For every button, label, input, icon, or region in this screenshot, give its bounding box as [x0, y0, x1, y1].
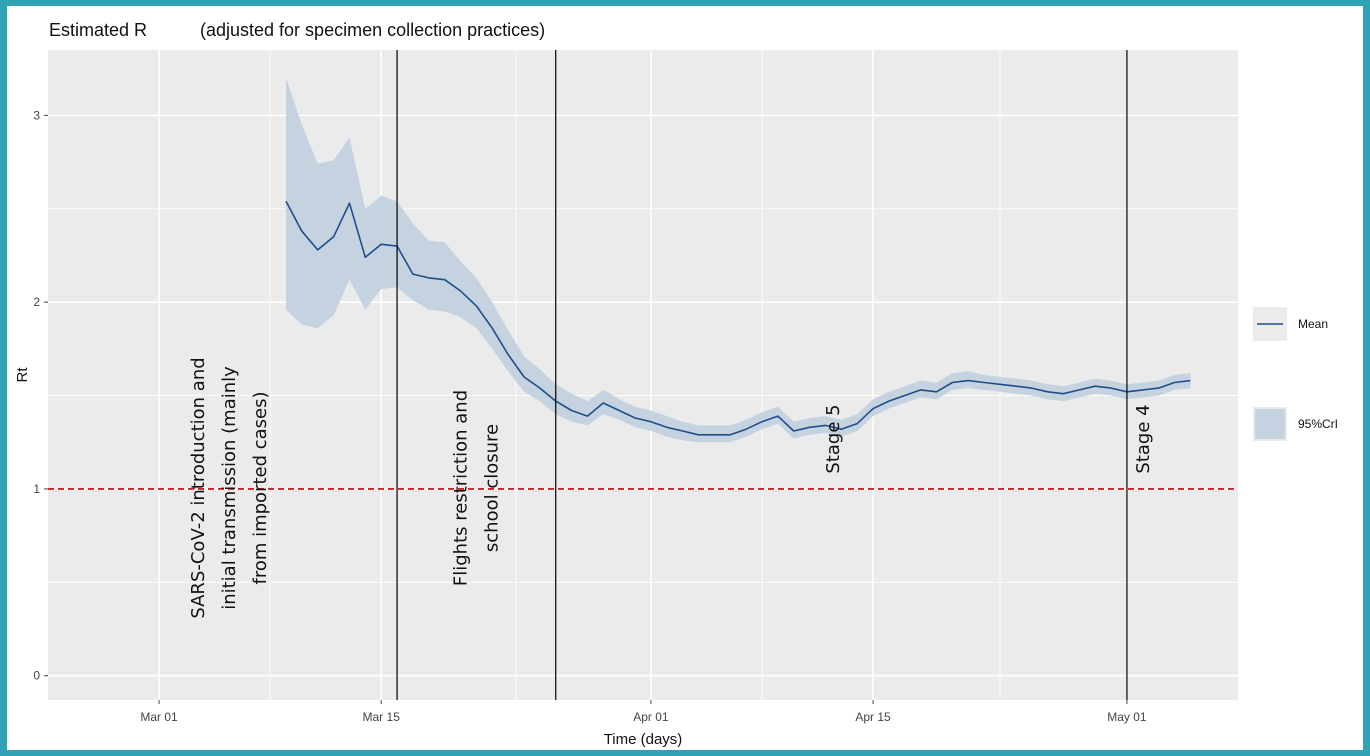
x-tick-label: Mar 01	[140, 710, 178, 724]
legend: Mean 95%CrI	[1253, 307, 1338, 441]
y-axis-title: Rt	[14, 367, 31, 383]
legend-key-band	[1255, 409, 1285, 439]
x-tick-label: Mar 15	[363, 710, 401, 724]
chart-frame: Estimated R (adjusted for specimen colle…	[7, 6, 1363, 750]
annotation-introduction: SARS-CoV-2 introduction and initial trans…	[188, 357, 271, 618]
axes-layer: 0 1 2 3 Mar 01 Mar 15 Apr 01 Apr 15 May 01	[33, 108, 1147, 724]
annotation-flights-restriction: Flights restriction and school closure	[451, 390, 503, 586]
annotation-stage-5: Stage 5	[823, 404, 844, 473]
annotation-line: SARS-CoV-2 introduction and	[188, 357, 209, 618]
legend-label: 95%CrI	[1298, 417, 1338, 431]
annotations-layer: SARS-CoV-2 introduction and initial trans…	[188, 357, 1154, 618]
rt-chart: Estimated R (adjusted for specimen colle…	[14, 20, 1338, 748]
x-tick-label: Apr 01	[633, 710, 669, 724]
mean-line-layer	[285, 200, 1191, 436]
annotation-stage-4: Stage 4	[1133, 404, 1154, 473]
x-tick-label: Apr 15	[855, 710, 891, 724]
annotation-line: Stage 4	[1133, 404, 1154, 473]
credible-interval-layer	[286, 78, 1191, 443]
x-tick-label: May 01	[1107, 710, 1147, 724]
y-tick-label: 2	[33, 295, 40, 309]
y-tick-label: 1	[33, 482, 40, 496]
annotation-line: Stage 5	[823, 404, 844, 473]
plot-panel	[48, 50, 1238, 700]
y-tick-label: 0	[33, 669, 40, 683]
annotation-line: Flights restriction and	[451, 390, 472, 586]
mean-line	[285, 200, 1191, 436]
event-lines-layer	[396, 50, 1128, 700]
credible-interval-band	[286, 78, 1191, 443]
x-axis-title: Time (days)	[604, 731, 683, 748]
legend-label: Mean	[1298, 317, 1328, 331]
chart-subtitle: (adjusted for specimen collection practi…	[200, 20, 545, 40]
annotation-line: school closure	[482, 424, 503, 552]
y-tick-label: 3	[33, 108, 40, 122]
annotation-line: initial transmission (mainly	[219, 366, 240, 610]
chart-title: Estimated R	[49, 20, 147, 40]
annotation-line: from imported cases)	[250, 391, 271, 584]
